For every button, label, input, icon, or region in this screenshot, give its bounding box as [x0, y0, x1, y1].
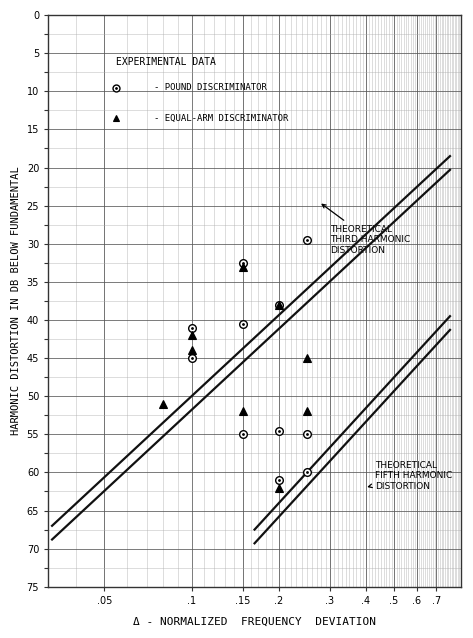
Text: THEORETICAL
FIFTH HARMONIC
DISTORTION: THEORETICAL FIFTH HARMONIC DISTORTION: [368, 461, 452, 491]
X-axis label: Δ - NORMALIZED  FREQUENCY  DEVIATION: Δ - NORMALIZED FREQUENCY DEVIATION: [133, 617, 376, 627]
Y-axis label: HARMONIC DISTORTION IN DB BELOW FUNDAMENTAL: HARMONIC DISTORTION IN DB BELOW FUNDAMEN…: [11, 167, 21, 435]
Text: EXPERIMENTAL DATA: EXPERIMENTAL DATA: [116, 57, 216, 67]
Text: - EQUAL-ARM DISCRIMINATOR: - EQUAL-ARM DISCRIMINATOR: [154, 114, 289, 122]
Text: - POUND DISCRIMINATOR: - POUND DISCRIMINATOR: [154, 83, 267, 92]
Text: THEORETICAL
THIRD HARMONIC
DISTORTION: THEORETICAL THIRD HARMONIC DISTORTION: [322, 204, 410, 255]
